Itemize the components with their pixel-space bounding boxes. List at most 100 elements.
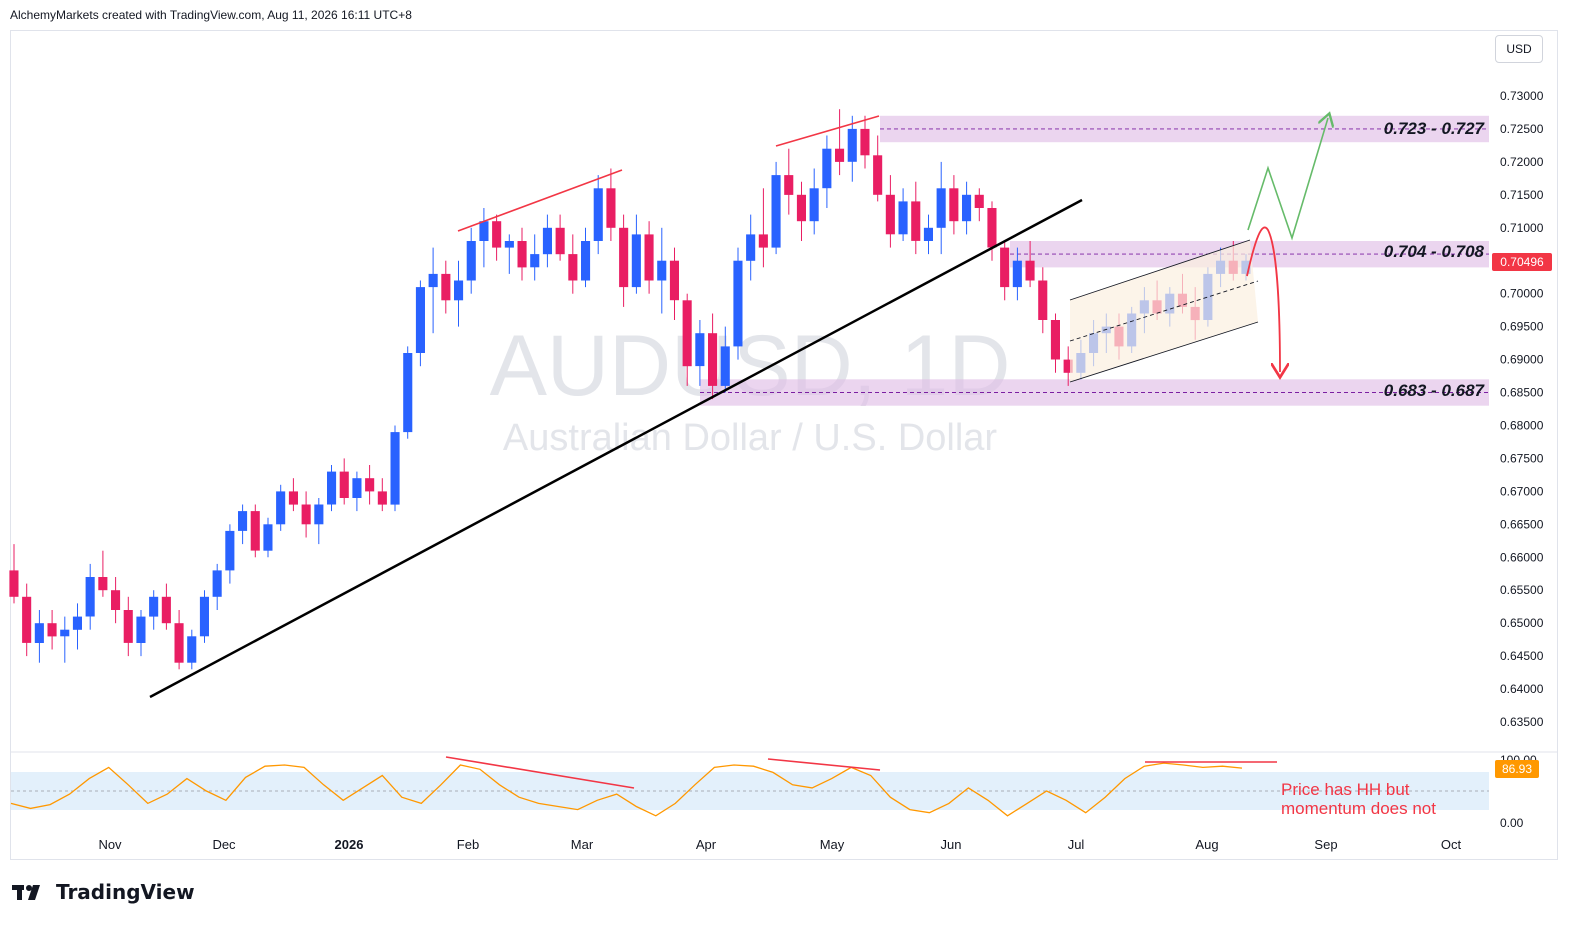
candle[interactable] [9, 544, 19, 604]
candle[interactable] [352, 471, 362, 512]
candle[interactable] [149, 590, 159, 630]
candle[interactable] [301, 491, 311, 538]
candle[interactable] [885, 175, 895, 248]
candle[interactable] [365, 465, 375, 505]
candle[interactable] [746, 214, 756, 281]
candle[interactable] [555, 214, 565, 261]
tradingview-logo[interactable]: TradingView [12, 880, 195, 904]
candle[interactable] [161, 583, 171, 630]
candle[interactable] [199, 590, 209, 643]
candle[interactable] [403, 346, 413, 439]
candle[interactable] [796, 181, 806, 241]
time-tick-label: Mar [571, 837, 594, 852]
candle[interactable] [454, 260, 464, 327]
candle[interactable] [619, 214, 629, 307]
time-tick-label: 2026 [335, 837, 364, 852]
candle[interactable] [530, 234, 540, 281]
candle[interactable] [22, 583, 32, 657]
candle[interactable] [212, 563, 222, 610]
candle[interactable] [111, 577, 121, 624]
candle[interactable] [72, 603, 82, 650]
candle[interactable] [1038, 267, 1048, 334]
uptrend-line [149, 198, 1083, 699]
candle[interactable] [733, 247, 743, 360]
price-tick-label: 0.72000 [1500, 155, 1544, 169]
currency-button[interactable]: USD [1495, 35, 1543, 63]
candle[interactable] [822, 135, 832, 209]
candle[interactable] [276, 484, 286, 531]
candle[interactable] [962, 181, 972, 235]
candle[interactable] [911, 181, 921, 255]
candle[interactable] [974, 188, 984, 222]
candle[interactable] [606, 168, 616, 242]
candle[interactable] [657, 227, 667, 314]
candle[interactable] [34, 610, 44, 663]
candle[interactable] [720, 326, 730, 393]
candle[interactable] [936, 161, 946, 255]
candle[interactable] [47, 610, 57, 650]
candle[interactable] [263, 517, 273, 558]
candle[interactable] [949, 175, 959, 235]
candle[interactable] [923, 214, 933, 255]
price-tick-label: 0.66500 [1500, 517, 1544, 531]
candle[interactable] [415, 280, 425, 367]
candle[interactable] [708, 313, 718, 400]
candle[interactable] [136, 610, 146, 657]
candle[interactable] [860, 115, 870, 169]
candle-body [225, 530, 235, 571]
candle[interactable] [225, 524, 235, 584]
candle[interactable] [377, 478, 387, 512]
candle[interactable] [758, 188, 768, 268]
candle[interactable] [288, 478, 298, 512]
candle[interactable] [250, 504, 260, 558]
candle[interactable] [1012, 247, 1022, 301]
candle-body [504, 241, 514, 248]
candle[interactable] [187, 629, 197, 670]
candle[interactable] [466, 227, 476, 294]
candle[interactable] [85, 563, 95, 630]
candle[interactable] [682, 293, 692, 386]
candle[interactable] [492, 214, 502, 261]
candle-body [479, 221, 489, 241]
candle[interactable] [784, 148, 794, 215]
time-tick-label: May [820, 837, 845, 852]
candle[interactable] [542, 214, 552, 268]
candle[interactable] [238, 504, 248, 545]
candle[interactable] [644, 221, 654, 294]
candle[interactable] [504, 234, 514, 274]
time-axis[interactable]: Nov Dec 2026 Feb Mar Apr May Jun Jul Aug Sep Oct [98, 837, 1461, 852]
candle[interactable] [60, 616, 70, 663]
candle[interactable] [809, 168, 819, 235]
candle[interactable] [847, 115, 857, 182]
candle[interactable] [1050, 313, 1060, 373]
candle-body [720, 346, 730, 386]
candle[interactable] [327, 465, 337, 512]
candle[interactable] [695, 320, 705, 386]
candle[interactable] [873, 135, 883, 202]
candle[interactable] [428, 247, 438, 334]
candle[interactable] [898, 188, 908, 241]
candle[interactable] [1025, 241, 1035, 288]
candle[interactable] [568, 234, 578, 294]
candle[interactable] [339, 458, 349, 505]
candle[interactable] [123, 596, 133, 657]
candle[interactable] [631, 214, 641, 294]
candle[interactable] [441, 260, 451, 314]
candle[interactable] [581, 227, 591, 288]
candle[interactable] [479, 208, 489, 268]
candle[interactable] [517, 227, 527, 281]
candle[interactable] [98, 550, 108, 597]
candle[interactable] [1000, 241, 1010, 301]
candle[interactable] [771, 161, 781, 255]
candle[interactable] [314, 498, 324, 545]
candle[interactable] [390, 425, 400, 512]
price-axis[interactable]: 0.73000 0.72500 0.72000 0.71500 0.71000 0.700… [1500, 89, 1544, 729]
candle[interactable] [1063, 346, 1073, 386]
candle[interactable] [174, 610, 184, 670]
candle[interactable] [987, 201, 997, 261]
candle[interactable] [669, 247, 679, 320]
price-tick-label: 0.72500 [1500, 122, 1544, 136]
candle[interactable] [593, 175, 603, 255]
candle[interactable] [835, 109, 845, 176]
